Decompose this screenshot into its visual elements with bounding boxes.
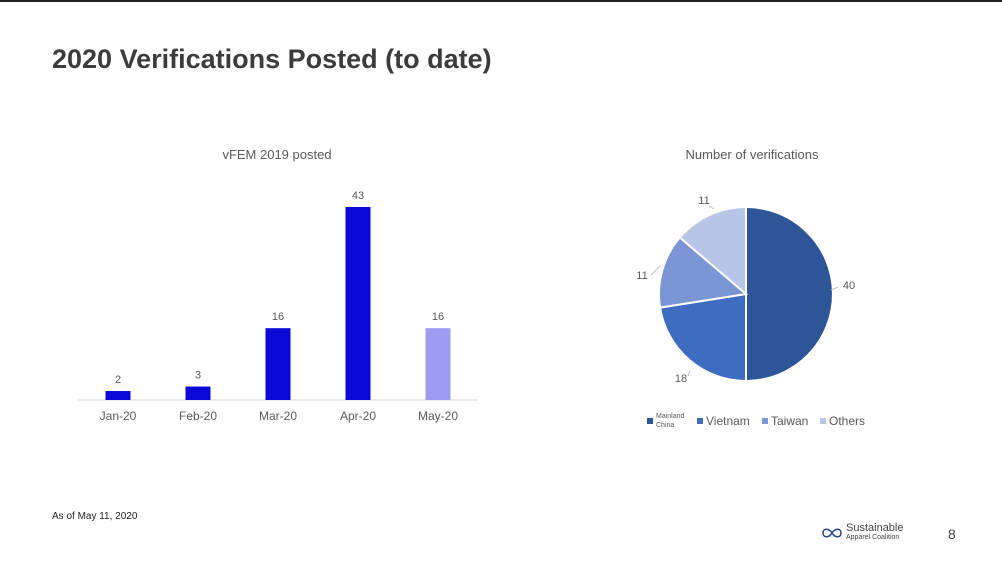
logo-text-line1: Sustainable — [846, 522, 904, 534]
x-tick-label: Jan-20 — [100, 409, 137, 423]
bar-data-label: 43 — [352, 190, 364, 202]
sac-logo: Sustainable Apparel Coalition — [820, 522, 930, 546]
infinity-logo-icon — [822, 528, 842, 538]
x-tick-label: Feb-20 — [179, 409, 217, 423]
bar-data-label: 3 — [195, 370, 201, 382]
logo-text-line2: Apparel Coalition — [846, 534, 900, 541]
top-rule — [0, 0, 1002, 2]
page-number: 8 — [948, 526, 956, 542]
bar-Jan-20 — [105, 391, 131, 400]
x-tick-label: May-20 — [418, 409, 458, 423]
bar-Mar-20 — [265, 328, 291, 400]
x-tick-label: Mar-20 — [259, 409, 297, 423]
bar-Apr-20 — [345, 207, 371, 400]
bar-chart-title: vFEM 2019 posted — [222, 147, 331, 162]
bar-Feb-20 — [185, 386, 211, 400]
x-tick-label: Apr-20 — [340, 409, 376, 423]
bar-data-label: 16 — [432, 311, 444, 323]
bar-data-label: 2 — [115, 374, 121, 386]
bar-May-20 — [425, 328, 451, 400]
bar-data-label: 16 — [272, 311, 284, 323]
footnote: As of May 11, 2020 — [52, 511, 138, 522]
slide-title: 2020 Verifications Posted (to date) — [52, 44, 492, 74]
